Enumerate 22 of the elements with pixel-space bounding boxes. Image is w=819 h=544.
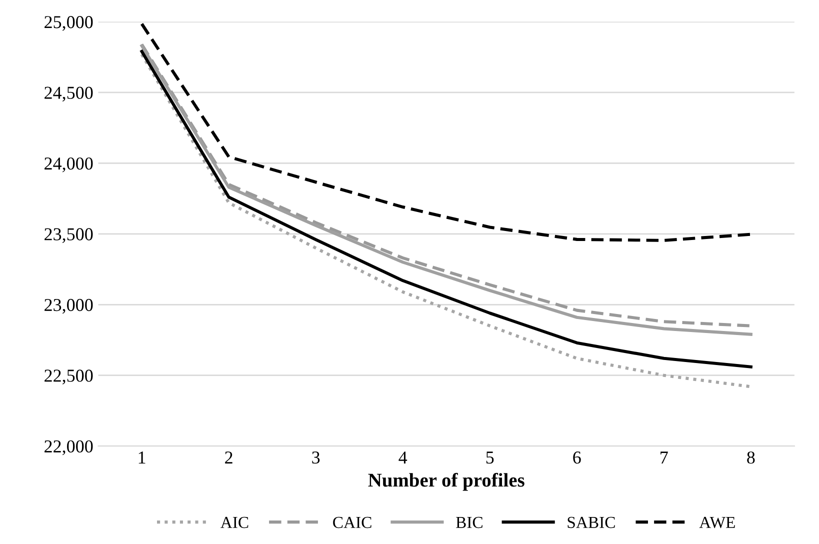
y-tick-label: 24,000 — [44, 157, 93, 172]
legend-label: AWE — [699, 516, 735, 528]
y-tick-label: 25,000 — [44, 16, 93, 31]
y-tick-label: 23,500 — [44, 228, 93, 243]
line-series — [140, 22, 752, 242]
x-tick-label: 2 — [225, 452, 232, 464]
legend-label: SABIC — [568, 516, 615, 528]
y-tick-label: 22,500 — [44, 370, 93, 384]
x-tick-label: 3 — [312, 452, 320, 464]
x-tick-label: 1 — [138, 452, 146, 464]
x-tick-label: 5 — [486, 452, 494, 464]
legend-label: CAIC — [333, 516, 372, 528]
x-tick-label: 7 — [660, 452, 668, 464]
x-axis-title: Number of profiles — [368, 472, 524, 491]
legend-label: BIC — [456, 516, 482, 528]
y-tick-label: 23,000 — [44, 298, 93, 314]
legend-label: AIC — [220, 516, 248, 528]
x-tick-label: 8 — [747, 451, 755, 464]
y-tick-label: 24,500 — [44, 86, 93, 102]
x-tick-label: 6 — [573, 452, 581, 464]
x-tick-label: 4 — [398, 452, 408, 464]
y-tick-label: 22,000 — [44, 440, 93, 456]
